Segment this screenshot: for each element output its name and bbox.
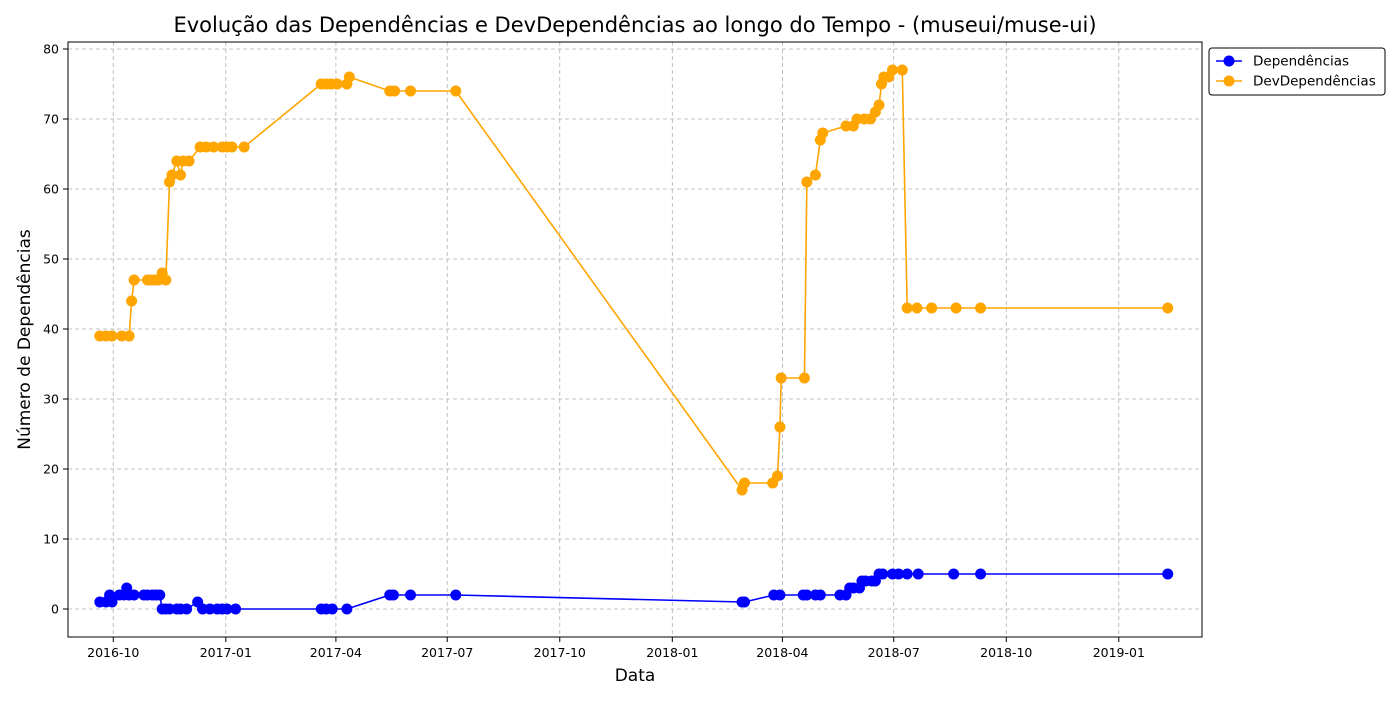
legend-label-dependencias: Dependências: [1253, 54, 1349, 70]
data-point: [331, 78, 343, 90]
data-point: [221, 603, 233, 615]
legend-box: [1208, 47, 1386, 96]
data-point: [774, 421, 786, 433]
y-tick-label: 10: [43, 532, 59, 547]
data-point: [405, 85, 417, 97]
series-layer: [94, 64, 1174, 615]
data-point: [126, 295, 138, 307]
x-tick-label: 2018-07: [868, 645, 920, 660]
data-point: [775, 372, 787, 384]
x-tick-label: 2016-10: [87, 645, 139, 660]
data-point: [1162, 302, 1174, 314]
y-tick-label: 60: [43, 182, 59, 197]
data-point: [450, 589, 462, 601]
data-point: [326, 603, 338, 615]
x-tick-label: 2018-10: [980, 645, 1032, 660]
data-point: [389, 85, 401, 97]
y-tick-label: 20: [43, 462, 59, 477]
data-point: [160, 274, 172, 286]
data-point: [738, 477, 750, 489]
data-point: [893, 568, 905, 580]
data-point: [817, 127, 829, 139]
data-point: [873, 99, 885, 111]
grid: [68, 42, 1202, 637]
data-point: [106, 596, 118, 608]
x-axis-ticks: 2016-10 2017-01 2017-04 2017-07 2017-10 2018-…: [87, 637, 1145, 660]
data-point: [128, 589, 140, 601]
x-tick-label: 2017-10: [534, 645, 586, 660]
legend-label-devdependencias: DevDependências: [1253, 74, 1376, 90]
data-point: [387, 589, 399, 601]
data-point: [896, 64, 908, 76]
data-point: [772, 470, 784, 482]
data-point: [926, 302, 938, 314]
y-tick-label: 80: [43, 42, 59, 57]
data-point: [774, 589, 786, 601]
data-point: [166, 169, 178, 181]
data-point: [341, 603, 353, 615]
x-tick-label: 2019-01: [1093, 645, 1145, 660]
data-point: [154, 589, 166, 601]
x-tick-label: 2017-04: [310, 645, 362, 660]
data-point: [901, 302, 913, 314]
legend-marker-dependencias: [1223, 55, 1235, 67]
data-point: [106, 330, 118, 342]
data-point: [801, 589, 813, 601]
y-tick-label: 30: [43, 392, 59, 407]
x-tick-label: 2018-01: [646, 645, 698, 660]
data-point: [1162, 568, 1174, 580]
data-point: [887, 64, 898, 76]
y-axis-label: Número de Dependências: [15, 229, 35, 450]
data-point: [343, 71, 355, 83]
y-tick-label: 0: [51, 602, 59, 617]
data-point: [901, 568, 913, 580]
legend-entry-devdependencias: DevDependências: [1216, 74, 1376, 90]
data-point: [814, 589, 826, 601]
series-line: [99, 573, 1168, 610]
data-point: [208, 141, 220, 153]
data-point: [226, 141, 238, 153]
data-point: [405, 589, 417, 601]
data-point: [175, 169, 187, 181]
y-tick-label: 50: [43, 252, 59, 267]
data-point: [128, 274, 140, 286]
data-point: [950, 302, 962, 314]
chart-title: Evolução das Dependências e DevDependênc…: [173, 13, 1096, 37]
data-point: [809, 169, 821, 181]
data-point: [230, 603, 242, 615]
data-point: [975, 302, 987, 314]
series-line: [99, 69, 1168, 491]
series-dependencias: [94, 568, 1174, 615]
legend-marker-devdependencias: [1223, 75, 1235, 87]
y-tick-label: 70: [43, 112, 59, 127]
data-point: [450, 85, 462, 97]
data-point: [123, 330, 135, 342]
x-tick-label: 2018-04: [756, 645, 808, 660]
y-axis-ticks: 0 10 20 30 40 50 60 70 80: [43, 42, 68, 617]
data-point: [975, 568, 987, 580]
data-point: [877, 568, 889, 580]
data-point: [738, 596, 750, 608]
data-point: [948, 568, 960, 580]
data-point: [181, 603, 193, 615]
data-point: [238, 141, 250, 153]
data-point: [912, 568, 924, 580]
x-tick-label: 2017-01: [200, 645, 252, 660]
legend: Dependências DevDependências: [1208, 47, 1386, 96]
data-point: [798, 372, 810, 384]
legend-entry-dependencias: Dependências: [1216, 54, 1349, 70]
plot-frame: [67, 41, 1203, 638]
series-devdependencias: [94, 64, 1174, 496]
data-point: [801, 176, 813, 188]
y-tick-label: 40: [43, 322, 59, 337]
x-axis-label: Data: [615, 666, 656, 686]
data-point: [183, 155, 195, 167]
data-point: [911, 302, 923, 314]
x-tick-label: 2017-07: [421, 645, 473, 660]
